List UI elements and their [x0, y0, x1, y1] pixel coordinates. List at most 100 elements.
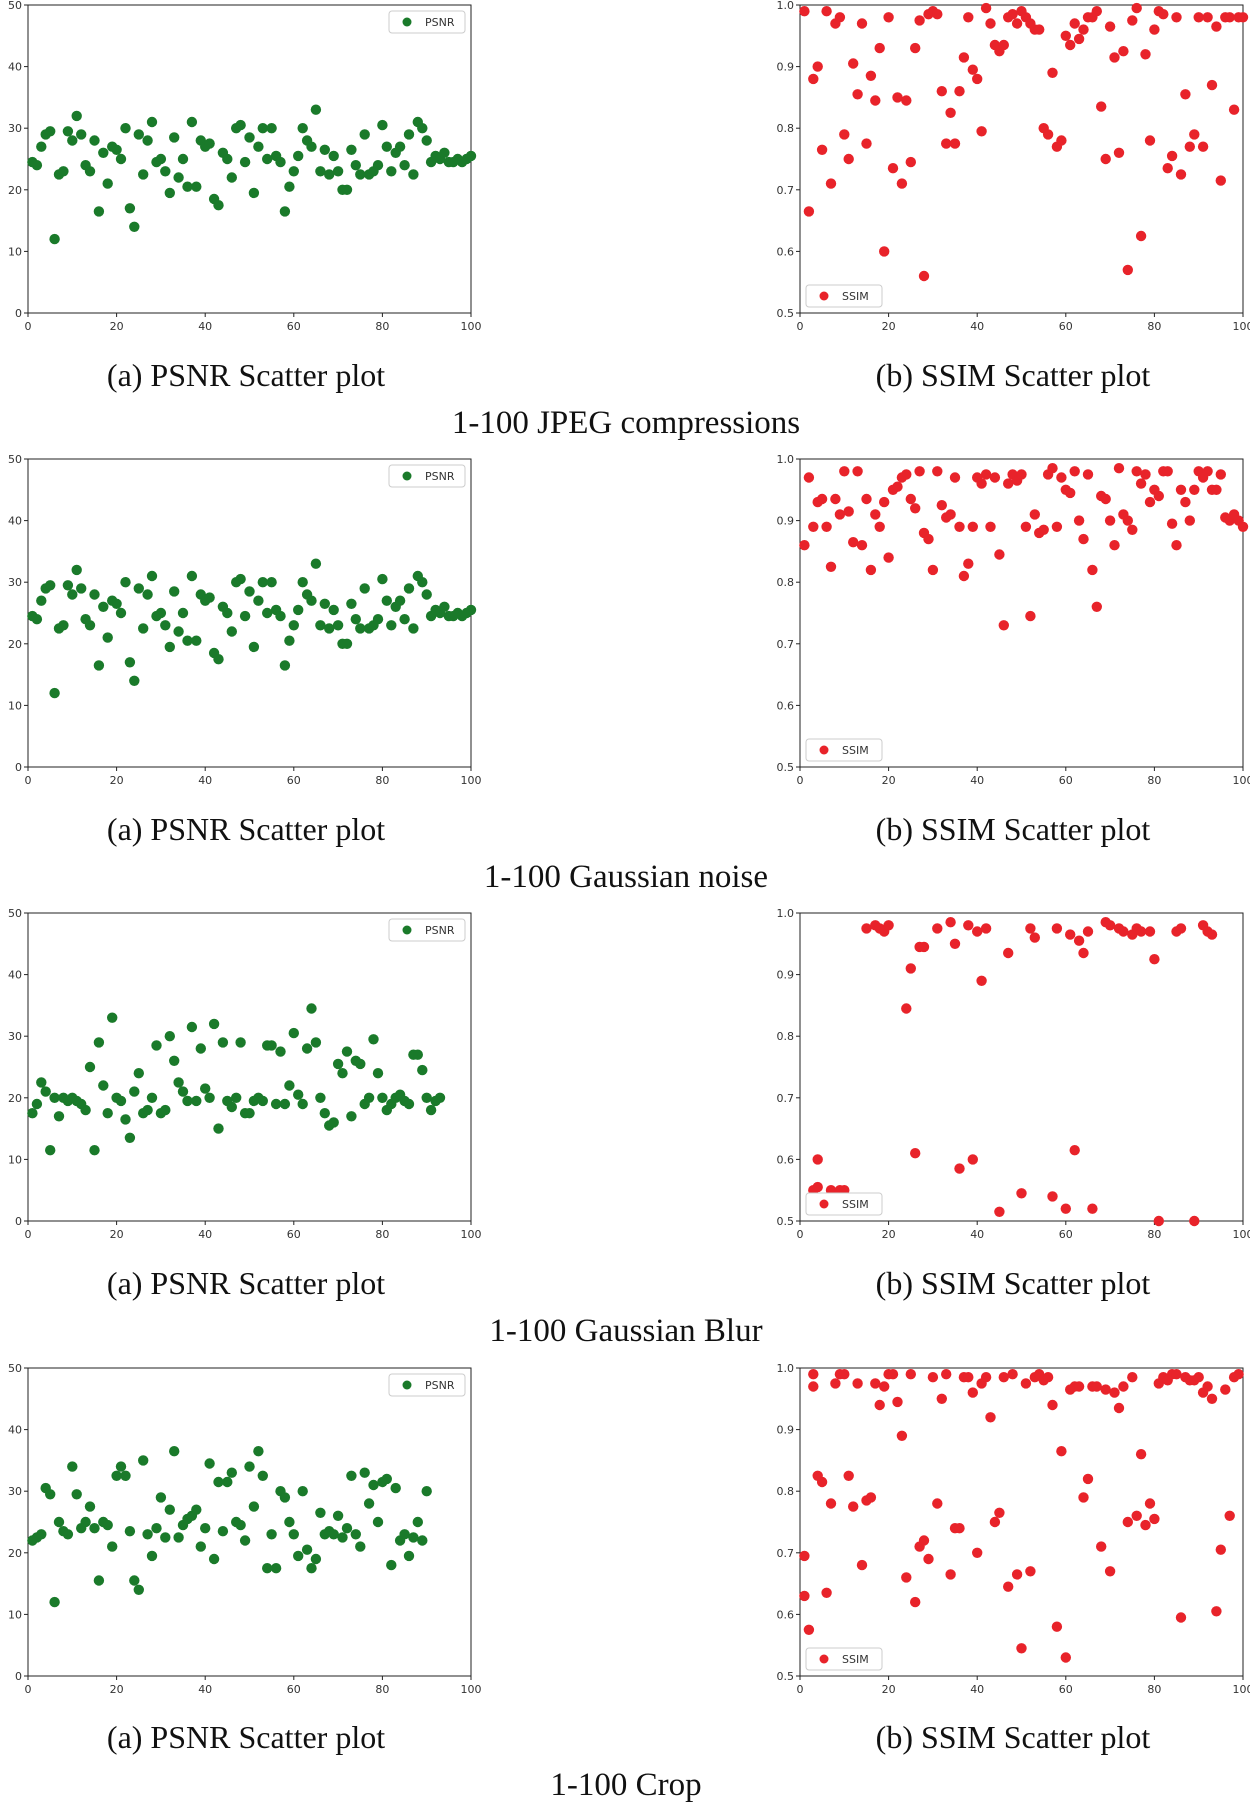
crop-ssim-point [799, 1590, 810, 1602]
crop-ssim-point [1100, 1384, 1111, 1395]
noise-psnr-point [324, 623, 335, 634]
noise-psnr-point [146, 570, 158, 582]
blur-psnr-y-tick-label: 30 [8, 1030, 22, 1043]
jpeg-ssim-point [1122, 264, 1134, 276]
crop-ssim-point [808, 1381, 819, 1392]
blur-ssim-point [1206, 929, 1218, 940]
noise-psnr-point [350, 614, 361, 625]
blur-psnr-axes-frame [27, 912, 472, 1222]
blur-ssim-point [1003, 947, 1014, 959]
noise-ssim-point [976, 478, 987, 489]
blur-psnr-legend-label: PSNR [425, 924, 455, 937]
crop-psnr-point [390, 1482, 401, 1494]
jpeg-ssim-point [1060, 30, 1072, 41]
blur-ssim-point [1065, 929, 1076, 940]
jpeg-ssim-point [1171, 12, 1182, 23]
blur-psnr-point [151, 1040, 162, 1051]
crop-ssim-point [918, 1535, 930, 1546]
crop-psnr-point [146, 1550, 158, 1562]
crop-ssim-point [830, 1378, 841, 1389]
blur-psnr-point [355, 1058, 366, 1070]
blur-ssim-x-tick-label: 80 [1147, 1228, 1161, 1241]
jpeg-psnr-point [253, 141, 264, 152]
crop-ssim-point [927, 1372, 939, 1383]
jpeg-psnr-point [377, 119, 388, 131]
crop-psnr-point [49, 1596, 60, 1608]
jpeg-psnr-point [58, 166, 69, 177]
jpeg-psnr-point [386, 166, 397, 177]
noise-ssim-y-tick-label: 0.8 [777, 576, 795, 589]
crop-psnr-point [279, 1492, 291, 1503]
blur-ssim-x-tick-label: 100 [1233, 1228, 1250, 1241]
jpeg-psnr-point [129, 221, 140, 232]
jpeg-psnr-point [226, 172, 237, 183]
blur-ssim-point [1073, 935, 1085, 946]
jpeg-ssim-point [1166, 150, 1178, 162]
blur-psnr-point [231, 1092, 242, 1104]
crop-ssim-point [1104, 1566, 1116, 1577]
noise-psnr-x-tick-label: 100 [461, 774, 482, 787]
jpeg-psnr-point [288, 166, 299, 177]
jpeg-psnr-point [186, 116, 198, 128]
noise-psnr-x-tick-label: 60 [287, 774, 301, 787]
blur-ssim-point [980, 923, 992, 934]
crop-psnr-point [293, 1550, 304, 1562]
crop-ssim-point [808, 1369, 819, 1380]
blur-ssim-point [1016, 1188, 1027, 1199]
caption-noise-psnr: (a) PSNR Scatter plot [107, 811, 385, 847]
blur-psnr-x-tick-label: 60 [287, 1228, 301, 1241]
jpeg-ssim-point [896, 178, 908, 189]
blur-psnr-point [266, 1040, 277, 1051]
noise-ssim-point [861, 493, 872, 505]
blur-psnr-point [107, 1012, 118, 1023]
jpeg-ssim-y-tick-label: 0.7 [777, 184, 795, 197]
blur-psnr-point [306, 1003, 317, 1014]
jpeg-ssim-point [985, 18, 996, 29]
blur-ssim-point [1078, 947, 1089, 959]
crop-psnr-point [111, 1470, 122, 1482]
blur-psnr-x-tick-label: 40 [198, 1228, 212, 1241]
noise-psnr-point [275, 610, 286, 622]
noise-psnr-point [49, 687, 60, 699]
panel-noise-ssim: 0 20 40 60 80 100 0.5 0.6 0.7 0.8 0.9 1.0 SSIM [777, 453, 1250, 787]
jpeg-psnr-point [284, 181, 295, 192]
jpeg-ssim-point [1193, 12, 1204, 23]
jpeg-psnr-point [160, 166, 171, 177]
crop-ssim-point [972, 1547, 983, 1559]
jpeg-psnr-point [359, 129, 370, 140]
noise-psnr-point [71, 564, 82, 576]
jpeg-psnr-x-tick-label: 100 [461, 320, 482, 333]
blur-ssim-point [932, 923, 943, 934]
noise-psnr-point [226, 626, 237, 637]
caption-jpeg-ssim: (b) SSIM Scatter plot [876, 357, 1151, 393]
blur-psnr-point [115, 1095, 127, 1107]
blur-psnr-point [45, 1145, 56, 1156]
noise-psnr-point [36, 595, 47, 606]
crop-ssim-point [1122, 1516, 1134, 1528]
blur-ssim-point [1051, 923, 1063, 934]
noise-psnr-point [386, 620, 397, 631]
caption-jpeg-psnr: (a) PSNR Scatter plot [107, 357, 385, 393]
jpeg-psnr-point [164, 187, 175, 199]
jpeg-psnr-point [324, 169, 335, 180]
noise-psnr-x-tick-label: 20 [110, 774, 124, 787]
noise-psnr-point [45, 580, 56, 591]
crop-psnr-point [368, 1479, 379, 1491]
noise-ssim-point [910, 503, 921, 514]
blur-psnr-x-tick-label: 80 [375, 1228, 389, 1241]
crop-ssim-point [1135, 1449, 1147, 1460]
noise-ssim-x-tick-label: 0 [797, 774, 804, 787]
crop-ssim-point [1051, 1621, 1063, 1632]
crop-psnr-point [288, 1529, 299, 1540]
noise-psnr-point [377, 573, 388, 585]
crop-ssim-point [954, 1523, 965, 1534]
noise-psnr-point [248, 641, 260, 653]
noise-ssim-legend-label: SSIM [842, 744, 869, 757]
panel-blur-psnr: 0 20 40 60 80 100 0 10 20 30 40 50 PSNR [8, 907, 482, 1241]
crop-psnr-point [222, 1476, 233, 1488]
jpeg-psnr-point [408, 169, 419, 180]
crop-psnr-point [226, 1467, 237, 1478]
jpeg-ssim-point [1237, 12, 1249, 23]
jpeg-ssim-point [1078, 24, 1089, 35]
crop-ssim-point [1171, 1369, 1182, 1380]
